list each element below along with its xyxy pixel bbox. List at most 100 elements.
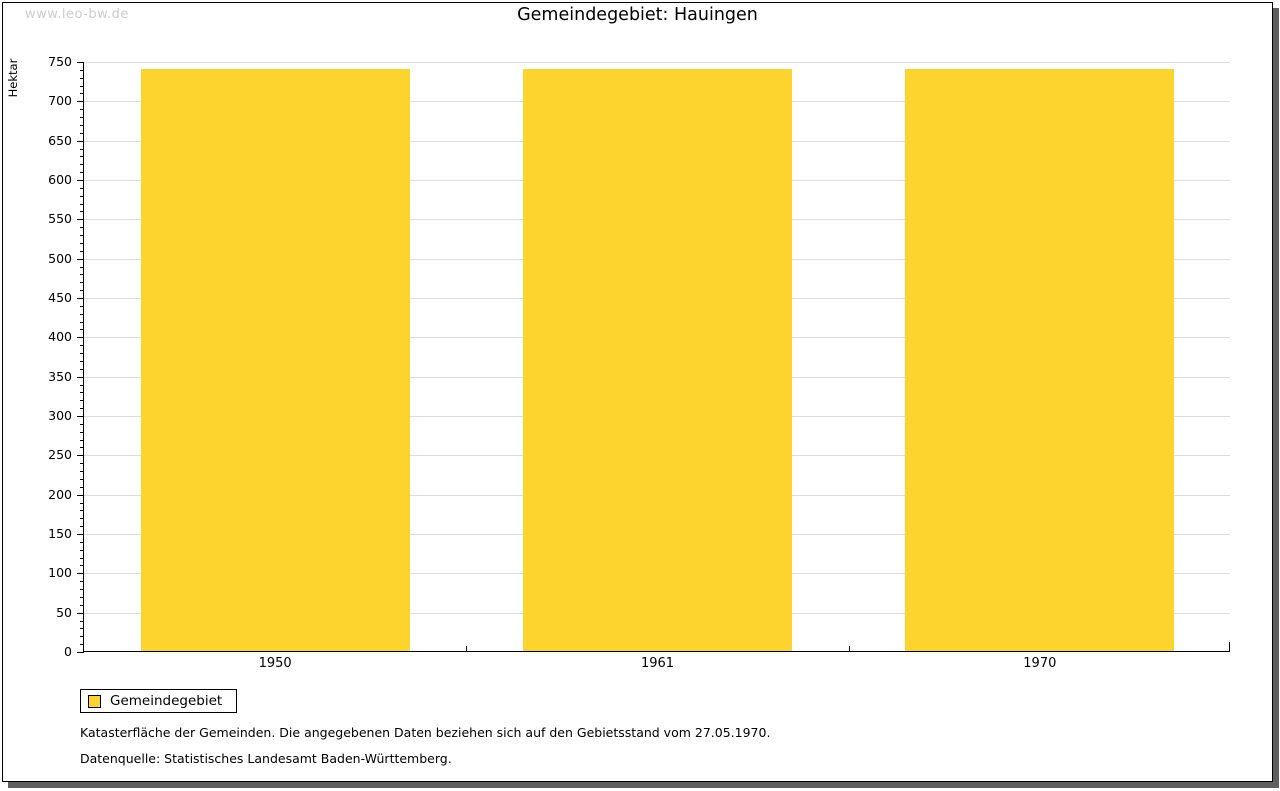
y-minor-tick-90 — [80, 581, 84, 583]
y-tick-label-250: 250 — [48, 447, 72, 463]
y-major-tick-550 — [77, 219, 84, 221]
y-minor-tick-260 — [80, 447, 84, 449]
y-minor-tick-380 — [80, 353, 84, 355]
y-tick-label-150: 150 — [48, 526, 72, 541]
y-minor-tick-740 — [80, 69, 84, 71]
y-tick-label-50: 50 — [56, 604, 72, 620]
y-minor-tick-330 — [80, 392, 84, 394]
y-minor-tick-340 — [80, 384, 84, 386]
y-minor-tick-230 — [80, 471, 84, 473]
chart-title: Gemeindegebiet: Hauingen — [517, 5, 758, 25]
chart-frame: www.leo-bw.de Gemeindegebiet: Hauingen H… — [2, 2, 1273, 782]
y-minor-tick-510 — [80, 250, 84, 252]
y-minor-tick-270 — [80, 439, 84, 441]
y-minor-tick-320 — [80, 400, 84, 402]
y-major-tick-650 — [77, 140, 84, 142]
y-minor-tick-390 — [80, 345, 84, 347]
bar-1950 — [141, 69, 410, 651]
y-tick-label-200: 200 — [48, 486, 72, 502]
y-minor-tick-530 — [80, 235, 84, 237]
y-major-tick-0 — [77, 652, 84, 653]
y-major-tick-300 — [77, 416, 84, 417]
y-minor-tick-490 — [80, 266, 84, 268]
category-divider-tick-2 — [849, 646, 850, 651]
y-minor-tick-720 — [80, 85, 84, 87]
legend-swatch-icon — [88, 694, 101, 708]
y-major-tick-600 — [77, 180, 84, 181]
x-axis-end-tick — [1229, 642, 1230, 651]
footnote-line2: Datenquelle: Statistisches Landesamt Bad… — [80, 751, 452, 766]
y-tick-label-0: 0 — [64, 644, 72, 659]
y-minor-tick-110 — [80, 565, 84, 567]
y-minor-tick-590 — [80, 187, 84, 189]
y-minor-tick-190 — [80, 502, 84, 504]
y-minor-tick-710 — [80, 93, 84, 95]
watermark: www.leo-bw.de — [25, 7, 129, 22]
y-minor-tick-40 — [80, 620, 84, 622]
y-tick-label-450: 450 — [48, 290, 72, 305]
y-major-tick-50 — [77, 612, 84, 614]
y-minor-tick-30 — [80, 628, 84, 630]
y-major-tick-100 — [77, 573, 84, 575]
y-minor-tick-620 — [80, 164, 84, 166]
y-minor-tick-470 — [80, 282, 84, 284]
legend-label: Gemeindegebiet — [110, 693, 223, 709]
y-minor-tick-730 — [80, 77, 84, 79]
y-minor-tick-220 — [80, 478, 84, 480]
y-minor-tick-480 — [80, 274, 84, 276]
y-major-tick-500 — [77, 258, 84, 260]
plot-area: 1950 1961 1970 0 50 100 150 200 250 300 350 400 450 5… — [48, 54, 1230, 671]
y-minor-tick-140 — [80, 541, 84, 543]
x-tick-label-1950: 1950 — [258, 656, 292, 671]
y-minor-tick-370 — [80, 360, 84, 362]
y-tick-label-100: 100 — [48, 565, 72, 581]
y-minor-tick-170 — [80, 518, 84, 520]
y-major-tick-150 — [77, 534, 84, 535]
y-major-tick-700 — [77, 101, 84, 103]
y-minor-tick-160 — [80, 526, 84, 528]
y-minor-tick-360 — [80, 368, 84, 370]
y-minor-tick-640 — [80, 148, 84, 150]
y-tick-label-550: 550 — [48, 211, 72, 227]
y-tick-label-650: 650 — [48, 132, 72, 148]
y-minor-tick-660 — [80, 132, 84, 134]
y-minor-tick-410 — [80, 329, 84, 331]
y-minor-tick-240 — [80, 463, 84, 465]
y-minor-tick-610 — [80, 172, 84, 174]
y-tick-label-350: 350 — [48, 368, 72, 384]
y-minor-tick-520 — [80, 242, 84, 244]
y-major-tick-200 — [77, 494, 84, 496]
y-minor-tick-580 — [80, 195, 84, 197]
y-minor-tick-210 — [80, 486, 84, 488]
y-minor-tick-460 — [80, 290, 84, 292]
y-minor-tick-670 — [80, 124, 84, 126]
y-minor-tick-120 — [80, 557, 84, 559]
y-minor-tick-440 — [80, 305, 84, 307]
y-minor-tick-680 — [80, 117, 84, 119]
category-divider-tick-1 — [466, 646, 467, 651]
y-minor-tick-690 — [80, 109, 84, 111]
y-minor-tick-430 — [80, 313, 84, 315]
footnote-line1: Katasterfläche der Gemeinden. Die angege… — [80, 725, 771, 740]
bar-1961 — [523, 69, 792, 651]
y-tick-label-300: 300 — [48, 408, 72, 423]
y-tick-label-700: 700 — [48, 93, 72, 109]
y-minor-tick-560 — [80, 211, 84, 213]
y-minor-tick-130 — [80, 549, 84, 551]
y-minor-tick-70 — [80, 596, 84, 598]
y-minor-tick-420 — [80, 321, 84, 323]
legend: Gemeindegebiet — [80, 689, 238, 713]
y-major-tick-350 — [77, 376, 84, 378]
y-major-tick-250 — [77, 455, 84, 457]
y-minor-tick-80 — [80, 589, 84, 591]
gridline-750 — [84, 62, 1230, 63]
y-minor-tick-180 — [80, 510, 84, 512]
x-tick-label-1961: 1961 — [640, 656, 675, 671]
y-major-tick-400 — [77, 337, 84, 339]
y-minor-tick-630 — [80, 156, 84, 158]
y-tick-label-400: 400 — [48, 329, 72, 345]
y-minor-tick-60 — [80, 604, 84, 606]
bar-1970 — [905, 69, 1174, 651]
y-major-tick-450 — [77, 298, 84, 299]
